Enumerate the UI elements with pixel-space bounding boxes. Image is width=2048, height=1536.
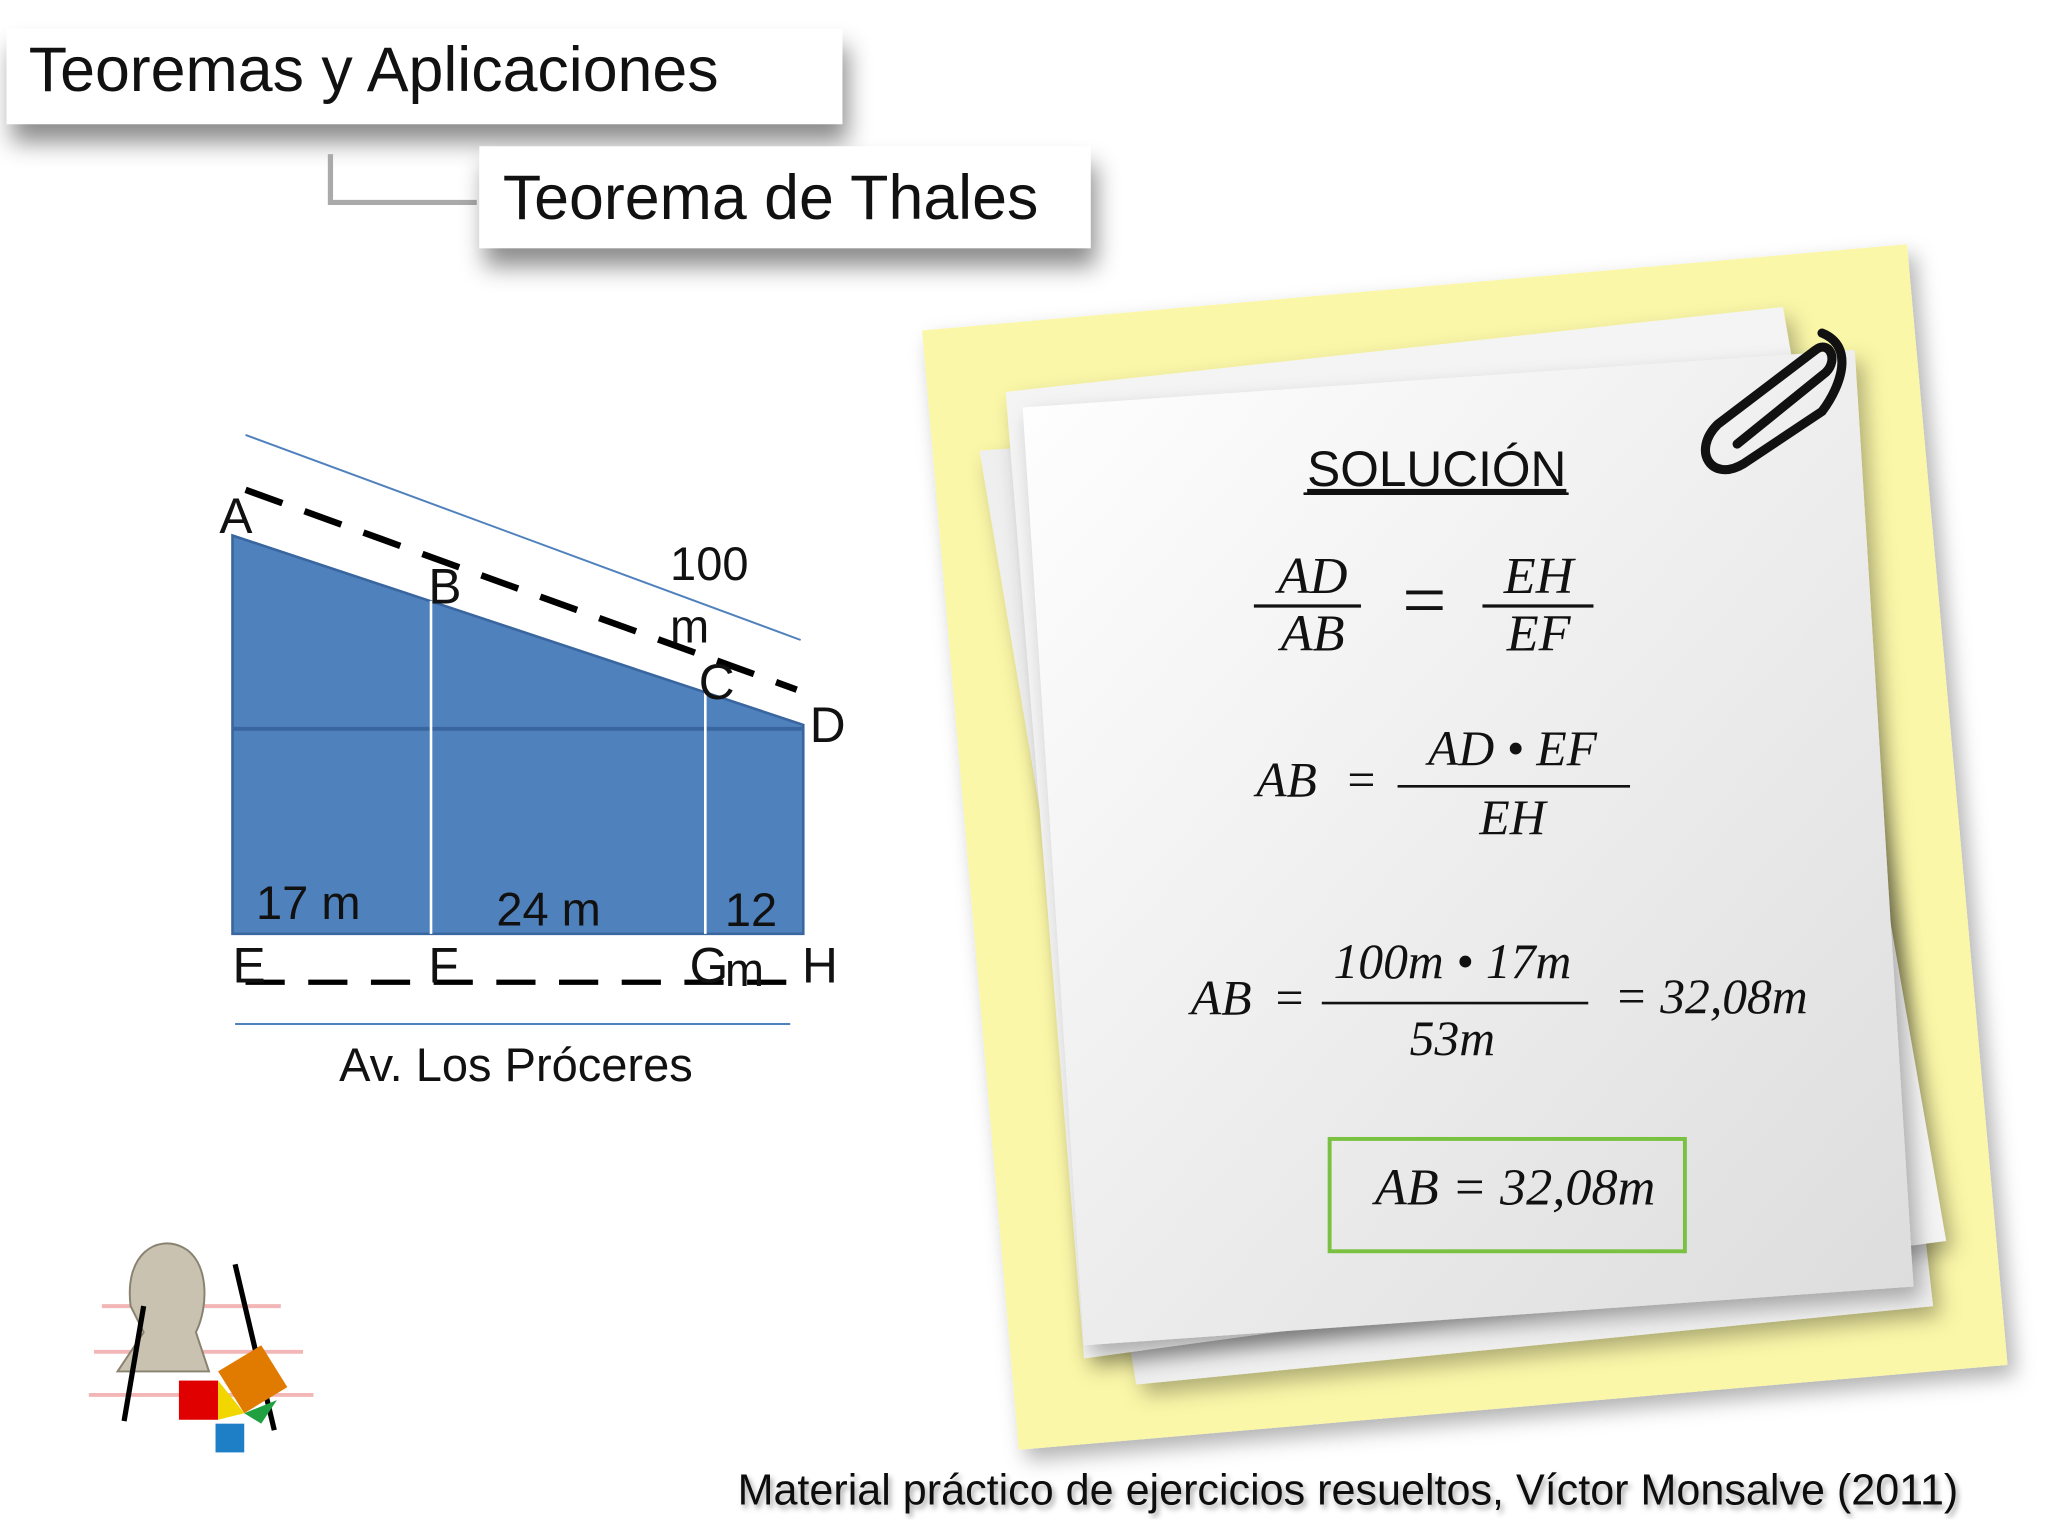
point-label: C	[699, 654, 735, 710]
point-label: H	[802, 937, 838, 993]
connector	[327, 154, 477, 206]
figure: A B C D E F G H 100 m 17 m 24 m 12 m Av.…	[219, 434, 846, 1091]
footer: Material práctico de ejercicios resuelto…	[738, 1466, 1959, 1514]
title: Teoremas y Aplicaciones	[29, 35, 719, 105]
left-side: AB	[1188, 970, 1252, 1025]
answer: AB = 32,08m	[1372, 1158, 1655, 1216]
denominator: EF	[1506, 605, 1572, 663]
equals: =	[1344, 752, 1378, 807]
guide-line	[245, 434, 801, 641]
segment-label: 100 m	[670, 536, 749, 654]
point-label: G	[690, 937, 729, 993]
numerator: EH	[1503, 547, 1577, 605]
equation-3: AB = 100m • 17m 53m = 32,08m	[1188, 934, 1808, 1066]
result: = 32,08m	[1614, 969, 1807, 1024]
paper	[1022, 350, 1914, 1346]
denominator: 53m	[1410, 1011, 1495, 1066]
solution-heading: SOLUCIÓN	[1307, 441, 1566, 497]
segment-label-wrap: 100 m	[670, 536, 749, 654]
point-label: D	[810, 697, 846, 753]
dashed-line	[244, 486, 798, 693]
equation-1: AD AB = EH EF	[1253, 547, 1594, 663]
numerator: 100m • 17m	[1333, 934, 1571, 989]
equation-2: AB = AD • EF EH	[1253, 721, 1631, 845]
denominator: AB	[1278, 605, 1345, 663]
point-label: F	[428, 937, 458, 993]
paperclip	[1701, 328, 1847, 475]
segment-label: 17 m	[256, 876, 361, 929]
subtitle: Teorema de Thales	[503, 163, 1038, 233]
segment-label: 24 m	[496, 882, 601, 935]
point-label: A	[219, 488, 252, 544]
land-shape	[231, 533, 805, 936]
segment-label: 12 m	[724, 882, 778, 997]
thales-logo	[88, 1242, 314, 1453]
left-side: AB	[1253, 752, 1317, 807]
numerator: AD • EF	[1425, 721, 1598, 776]
numerator: AD	[1275, 547, 1348, 605]
street-label: Av. Los Próceres	[339, 1038, 693, 1091]
segment-label-wrap: 12 m	[724, 882, 778, 997]
answer-box	[1327, 1136, 1687, 1254]
equals: =	[1397, 557, 1450, 644]
point-label: B	[428, 558, 461, 614]
title-box	[6, 28, 843, 125]
denominator: EH	[1478, 790, 1548, 845]
point-label: E	[232, 937, 265, 993]
equals: =	[1272, 970, 1306, 1025]
subtitle-box	[479, 146, 1091, 249]
